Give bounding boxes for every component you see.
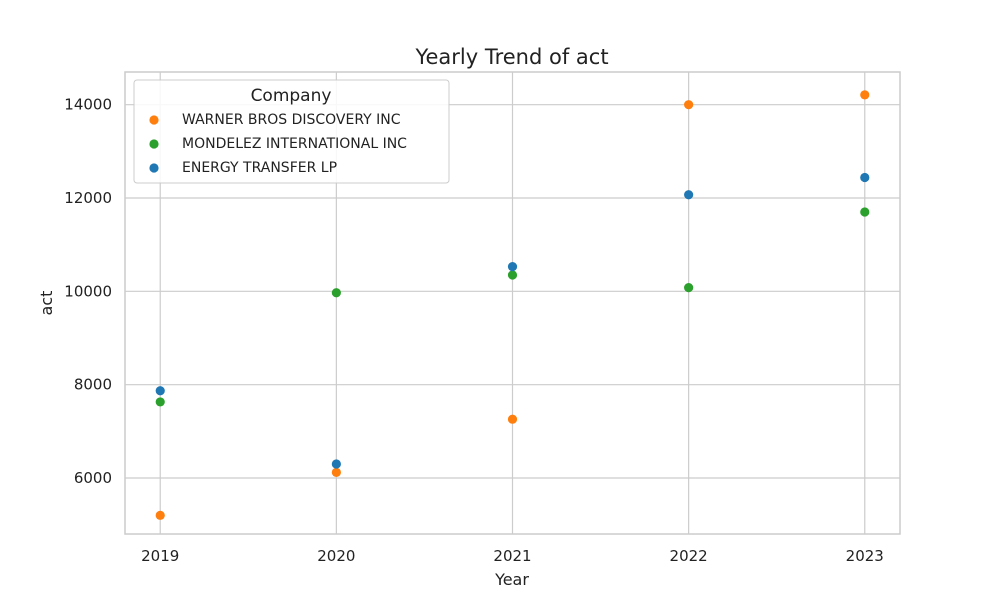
y-tick-label: 6000 bbox=[74, 469, 112, 487]
legend-label: MONDELEZ INTERNATIONAL INC bbox=[182, 136, 407, 152]
data-point bbox=[860, 207, 870, 217]
y-tick-label: 12000 bbox=[64, 189, 112, 207]
legend-label: WARNER BROS DISCOVERY INC bbox=[182, 112, 401, 128]
data-point bbox=[331, 288, 341, 298]
legend-marker bbox=[149, 115, 159, 125]
data-point bbox=[507, 414, 518, 424]
y-tick-label: 10000 bbox=[64, 282, 112, 300]
data-point bbox=[155, 510, 165, 520]
data-point bbox=[155, 397, 165, 407]
data-point bbox=[860, 172, 870, 183]
data-point bbox=[684, 100, 694, 110]
data-point bbox=[684, 190, 694, 200]
legend-items: WARNER BROS DISCOVERY INC MONDELEZ INTERN… bbox=[149, 112, 407, 176]
y-axis-label: act bbox=[37, 291, 56, 316]
legend: Company WARNER BROS DISCOVERY INC MONDELE… bbox=[133, 79, 450, 184]
data-point bbox=[507, 270, 518, 280]
plot-frame bbox=[124, 71, 901, 535]
data-point bbox=[155, 386, 165, 396]
tick-labels: 2019 2020 2021 2022 2023 6000 8000 10000 12000 14… bbox=[64, 96, 884, 565]
data-point bbox=[331, 459, 341, 469]
legend-marker bbox=[149, 163, 159, 173]
legend-marker bbox=[149, 139, 159, 149]
x-axis-label: Year bbox=[494, 570, 529, 589]
legend-label: ENERGY TRANSFER LP bbox=[182, 160, 337, 176]
data-point bbox=[507, 262, 518, 272]
x-tick-label: 2021 bbox=[493, 547, 531, 565]
x-tick-label: 2023 bbox=[846, 547, 884, 565]
legend-box bbox=[133, 79, 450, 184]
y-tick-label: 8000 bbox=[74, 376, 112, 394]
data-points bbox=[155, 90, 870, 520]
x-tick-label: 2022 bbox=[670, 547, 708, 565]
data-point bbox=[684, 283, 694, 293]
data-point bbox=[860, 90, 870, 100]
x-tick-label: 2020 bbox=[317, 547, 355, 565]
chart-title: Yearly Trend of act bbox=[414, 45, 608, 69]
data-point bbox=[331, 467, 341, 477]
x-tick-label: 2019 bbox=[141, 547, 179, 565]
y-tick-label: 14000 bbox=[64, 96, 112, 114]
legend-title: Company bbox=[251, 86, 332, 106]
